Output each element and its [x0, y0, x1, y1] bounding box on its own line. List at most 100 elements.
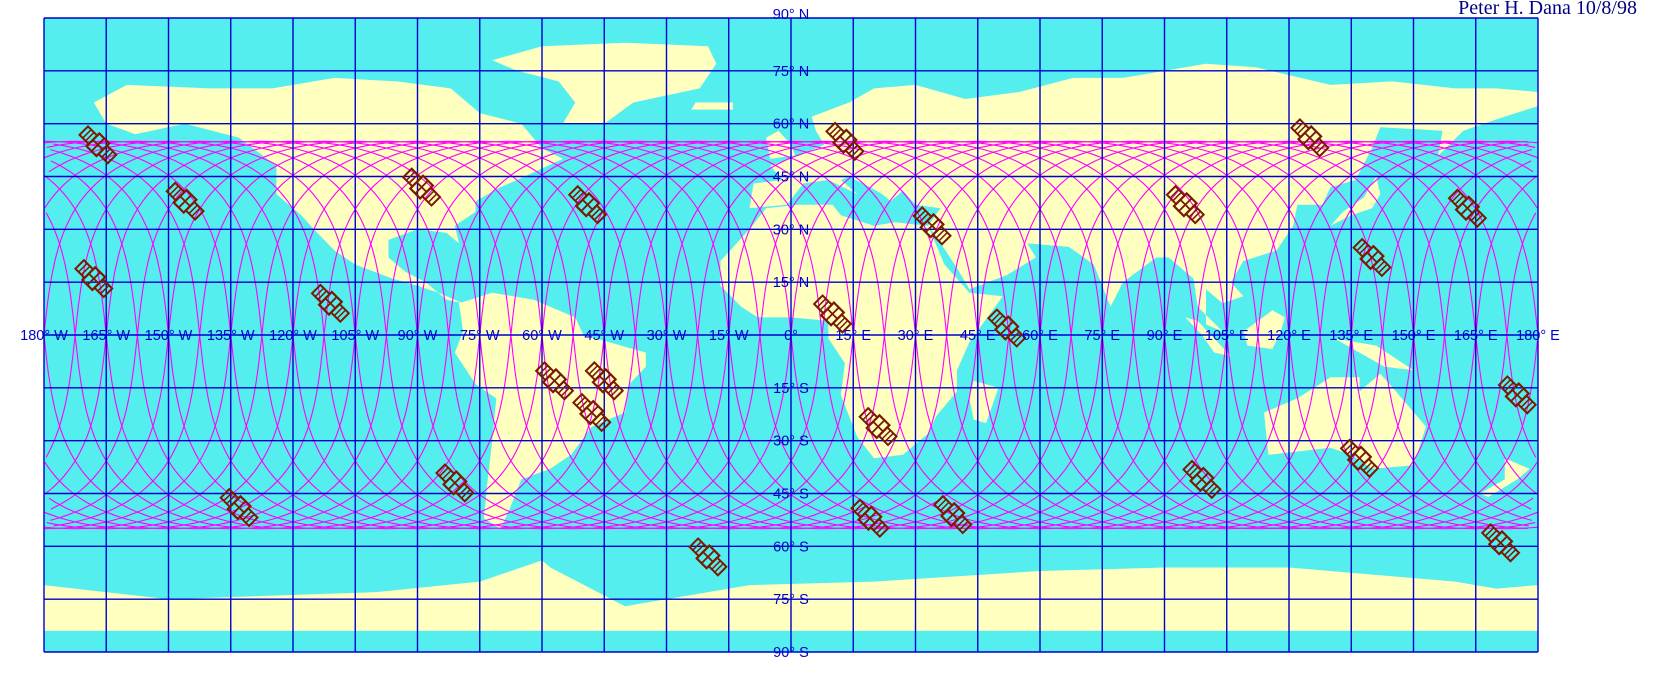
gps-satellite-icon: [1339, 438, 1380, 479]
orbit-track: [946, 140, 1538, 530]
island-iceland: [691, 102, 733, 110]
gps-satellite-icon: [534, 361, 575, 401]
orbit-track: [883, 140, 1538, 530]
gps-satellite-icon: [1480, 523, 1521, 563]
lat-label: 30° N: [773, 222, 809, 238]
lon-label: 105° E: [1205, 328, 1249, 344]
lon-label: 150° E: [1392, 328, 1436, 344]
gps-satellite-icon: [401, 167, 442, 207]
orbit-track: [44, 140, 1383, 530]
lon-label: 75° W: [460, 328, 500, 344]
lon-label: 45° W: [584, 328, 624, 344]
orbit-track: [50, 140, 885, 530]
orbit-track: [665, 140, 1532, 530]
orbit-track: [1163, 140, 1538, 336]
gps-satellite-icon: [310, 283, 351, 324]
continent-north-america: [93, 77, 563, 304]
map-credit: Peter H. Dana 10/8/98: [1458, 0, 1637, 19]
orbit-track: [323, 140, 1532, 530]
lon-label: 180° W: [20, 328, 68, 344]
orbit-track: [1008, 140, 1529, 527]
lat-label: 60° S: [773, 539, 809, 555]
lat-label: 15° S: [773, 381, 809, 397]
gps-satellite-icon: [165, 181, 205, 221]
lon-label: 75° E: [1084, 328, 1120, 344]
gps-satellite-icon: [933, 494, 973, 535]
gps-satellite-icon: [567, 184, 608, 225]
orbit-track: [50, 149, 543, 530]
orbit-track: [1381, 143, 1529, 336]
grid-labels: 180° W 165° W 150° W 135° W 120° W 105° W 90° …: [20, 7, 1560, 661]
lon-label: 165° E: [1454, 328, 1498, 344]
island-borneo: [1243, 310, 1285, 350]
continent-south-america: [454, 292, 646, 529]
orbit-track: [45, 140, 823, 530]
gps-satellite-icon: [1290, 118, 1330, 158]
orbit-track: [1039, 140, 1532, 521]
orbit-track: [1506, 212, 1537, 336]
orbit-track: [167, 140, 1536, 530]
orbit-track: [48, 140, 730, 530]
lon-label: 90° E: [1147, 328, 1183, 344]
orbit-ground-tracks: [43, 140, 1538, 530]
orbit-track: [728, 140, 1538, 530]
gps-satellite-icon: [1352, 237, 1392, 278]
lon-label: 30° W: [647, 328, 687, 344]
lat-label: 45° S: [773, 487, 809, 503]
gps-satellite-icon: [1447, 188, 1488, 228]
gps-satellite-icon: [74, 258, 114, 299]
orbit-track: [105, 140, 1534, 530]
orbit-track: [448, 140, 1538, 530]
orbit-track: [48, 140, 1103, 530]
gps-satellite-icon: [78, 125, 118, 165]
lat-label: 90° N: [773, 7, 809, 23]
lat-label: 75° N: [773, 64, 809, 80]
orbit-track: [510, 140, 1538, 530]
orbit-track: [44, 140, 1446, 530]
lon-label: 15° E: [835, 328, 871, 344]
orbit-track: [230, 140, 1528, 530]
gps-satellite-icon: [1165, 184, 1206, 225]
lat-label: 45° N: [773, 170, 809, 186]
lon-label: 30° E: [898, 328, 934, 344]
island-new-zealand: [1479, 458, 1530, 497]
gps-satellite-icon: [858, 406, 898, 447]
island-new-guinea: [1334, 338, 1414, 371]
orbit-track: [1444, 160, 1532, 336]
orbit-track: [1226, 140, 1534, 336]
orbit-track: [1319, 140, 1538, 336]
lon-label: 120° W: [269, 328, 317, 344]
orbit-track: [44, 140, 1508, 530]
orbit-track: [385, 140, 1537, 530]
orbit-track: [53, 140, 1321, 530]
gps-satellite-icon: [1182, 459, 1222, 500]
island-japan: [1330, 176, 1381, 226]
orbit-track: [46, 140, 668, 530]
lon-label: 105° W: [331, 328, 379, 344]
orbit-track: [541, 140, 1536, 530]
gps-satellite-icon: [572, 392, 612, 433]
gps-satellite-icon: [812, 294, 853, 334]
lon-label: 60° W: [522, 328, 562, 344]
lat-label: 75° S: [773, 592, 809, 608]
lon-label: 150° W: [145, 328, 193, 344]
lon-label: 135° W: [207, 328, 255, 344]
lon-label: 0°: [784, 328, 798, 344]
continent-europe-asia: [749, 63, 1538, 332]
gps-satellite-icon: [688, 537, 728, 577]
lon-label: 15° W: [709, 328, 749, 344]
gps-satellite-icon: [850, 498, 890, 538]
lon-label: 165° W: [82, 328, 130, 344]
lat-label: 60° N: [773, 117, 809, 133]
orbit-track: [44, 334, 387, 530]
gps-satellite-icon: [987, 308, 1027, 348]
lat-label: 90° S: [773, 645, 809, 661]
gps-satellite-icon: [219, 487, 259, 528]
orbit-track: [44, 140, 1010, 530]
orbit-track: [44, 334, 107, 495]
lon-label: 120° E: [1267, 328, 1311, 344]
gps-satellite-icon: [1497, 375, 1538, 415]
orbit-track: [46, 140, 1041, 530]
orbit-track: [43, 140, 605, 530]
